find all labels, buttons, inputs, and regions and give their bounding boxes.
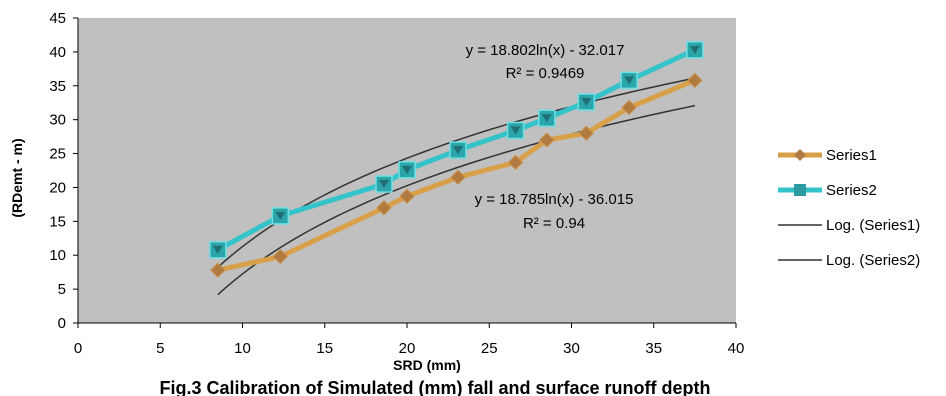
- legend-item-series2: Series2: [778, 182, 877, 199]
- y-tick-label: 25: [49, 146, 66, 163]
- series-1-point: [621, 99, 637, 116]
- x-tick-label: 30: [563, 340, 580, 357]
- legend-item-log-series1: Log. (Series1): [778, 217, 920, 234]
- series-2-point-glyph: [624, 76, 635, 85]
- series-1-point: [450, 169, 466, 185]
- series-2-point-glyph: [402, 165, 412, 174]
- series-1-point: [399, 188, 415, 204]
- legend-item-series1: Series1: [778, 147, 877, 164]
- y-tick-label: 0: [58, 315, 66, 332]
- y-tick-label: 15: [49, 213, 66, 230]
- y-tick-label: 35: [49, 78, 66, 95]
- y-tick-label: 40: [49, 44, 66, 61]
- series-2-point-glyph: [510, 126, 521, 135]
- x-tick-label: 10: [234, 340, 251, 357]
- x-tick-label: 25: [481, 340, 498, 357]
- series-1-point: [539, 132, 555, 148]
- series-2-line: [216, 47, 696, 252]
- equation-series1: y = 18.785ln(x) - 36.015: [475, 191, 634, 208]
- legend-marker-series1: [794, 149, 806, 161]
- y-tick-labels: 0 5 10 15 20 25 30 35 40 45: [49, 10, 66, 332]
- series-1-point: [210, 262, 226, 278]
- series-1-point: [687, 72, 703, 89]
- legend-label-log-series2: Log. (Series2): [826, 252, 920, 269]
- legend-label-log-series1: Log. (Series1): [826, 217, 920, 234]
- r2-series2: R² = 0.9469: [506, 65, 585, 82]
- x-axis-label: SRD (mm): [393, 357, 461, 373]
- y-tick-label: 10: [49, 247, 66, 264]
- x-tick-label: 40: [728, 340, 745, 357]
- series-2-point-glyph: [378, 180, 389, 189]
- series-2-point-glyph: [452, 146, 463, 155]
- x-tick-label: 15: [316, 340, 333, 357]
- series-2-point-glyph: [581, 98, 592, 107]
- series-1-line: [217, 78, 696, 273]
- y-tick-label: 5: [58, 281, 66, 298]
- series-2-point-glyph: [689, 45, 700, 54]
- y-tick-label: 20: [49, 179, 66, 196]
- legend: Series1 Series2 Log. (Series1) Log. (Ser…: [778, 147, 920, 269]
- x-tick-label: 35: [645, 340, 662, 357]
- series-1-point: [272, 248, 289, 265]
- x-tick-label: 0: [74, 340, 82, 357]
- figure-caption: Fig.3 Calibration of Simulated (mm) fall…: [159, 378, 710, 396]
- x-tick-label: 5: [156, 340, 164, 357]
- legend-marker-series2: [794, 184, 806, 196]
- trendline-1: [217, 104, 696, 296]
- x-tick-label: 20: [399, 340, 416, 357]
- r2-series1: R² = 0.94: [523, 215, 585, 232]
- equation-series2: y = 18.802ln(x) - 32.017: [466, 42, 625, 59]
- x-tick-labels: 0 5 10 15 20 25 30 35 40: [74, 340, 745, 357]
- y-axis-label: (RDemt - m): [9, 138, 25, 217]
- y-tick-label: 45: [49, 10, 66, 27]
- series-2-point-glyph: [541, 114, 552, 123]
- series-2-point-glyph: [275, 211, 286, 220]
- legend-label-series2: Series2: [826, 182, 877, 199]
- data-series: [209, 41, 704, 278]
- series-2-point-glyph: [212, 245, 223, 254]
- legend-item-log-series2: Log. (Series2): [778, 252, 920, 269]
- axes: [73, 17, 737, 328]
- y-tick-label: 30: [49, 112, 66, 129]
- legend-label-series1: Series1: [826, 147, 877, 164]
- series-1-point: [578, 125, 595, 141]
- series-1-point: [376, 200, 392, 216]
- series-1-point: [507, 154, 524, 171]
